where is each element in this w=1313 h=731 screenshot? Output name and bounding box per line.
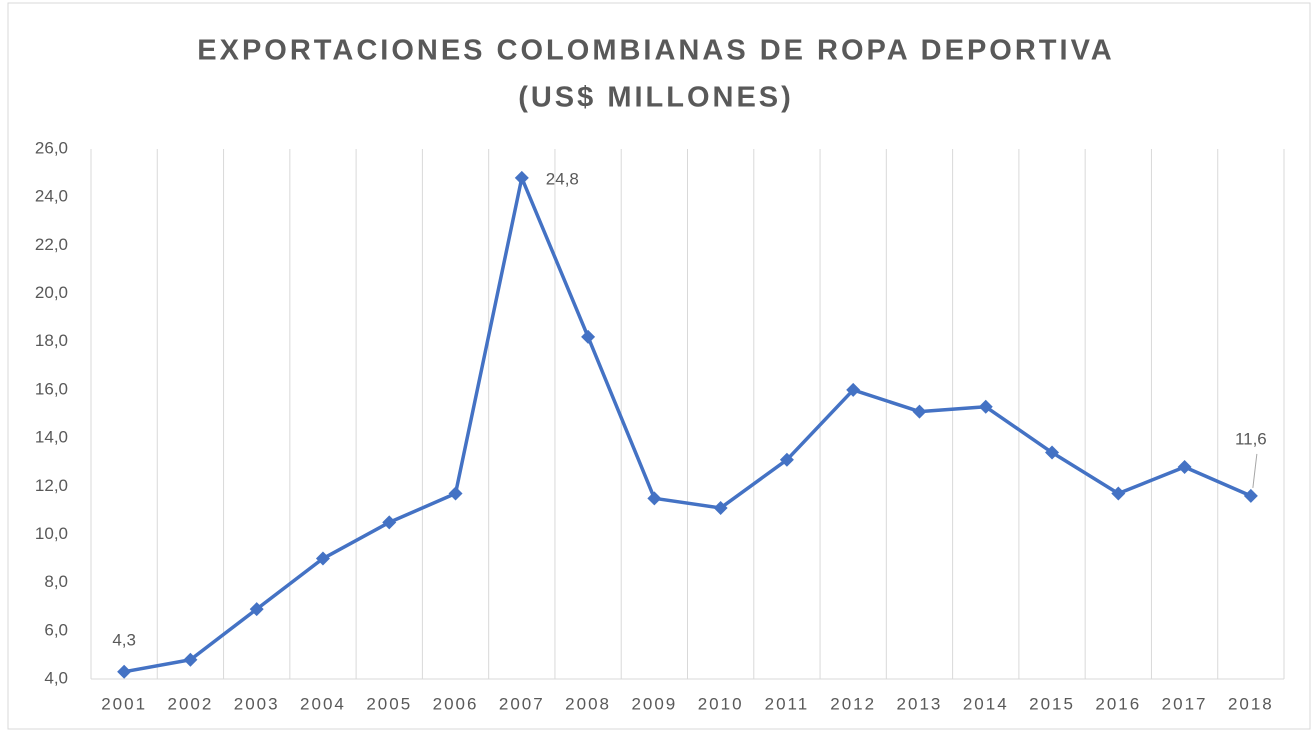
x-tick-label: 2018 <box>1228 694 1274 713</box>
marker <box>315 551 330 566</box>
y-tick-label: 18,0 <box>35 331 68 350</box>
x-tick-label: 2002 <box>168 694 214 713</box>
data-label: 24,8 <box>546 169 579 188</box>
marker <box>514 170 529 185</box>
marker <box>249 602 264 617</box>
x-tick-label: 2010 <box>698 694 744 713</box>
x-tick-label: 2005 <box>366 694 412 713</box>
marker <box>779 452 794 467</box>
marker <box>183 652 198 667</box>
data-label: 4,3 <box>112 630 136 649</box>
y-tick-label: 10,0 <box>35 524 68 543</box>
marker <box>1243 488 1258 503</box>
y-tick-label: 20,0 <box>35 283 68 302</box>
y-tick-label: 24,0 <box>35 187 68 206</box>
x-tick-label: 2006 <box>433 694 479 713</box>
x-tick-label: 2013 <box>897 694 943 713</box>
x-tick-label: 2016 <box>1095 694 1141 713</box>
x-tick-label: 2001 <box>101 694 147 713</box>
marker <box>1177 460 1192 474</box>
marker <box>912 404 927 419</box>
marker <box>117 664 132 679</box>
chart-border <box>7 2 1311 730</box>
x-tick-label: 2014 <box>963 694 1009 713</box>
x-tick-label: 2017 <box>1162 694 1208 713</box>
marker <box>448 486 463 501</box>
x-tick-label: 2009 <box>631 694 677 713</box>
y-tick-label: 6,0 <box>44 620 68 639</box>
x-tick-label: 2008 <box>565 694 611 713</box>
marker <box>1111 486 1126 501</box>
x-tick-label: 2003 <box>234 694 280 713</box>
x-tick-label: 2011 <box>765 694 810 713</box>
y-tick-label: 8,0 <box>44 572 68 591</box>
marker <box>1045 445 1060 460</box>
y-tick-label: 26,0 <box>35 138 68 157</box>
x-tick-label: 2012 <box>830 694 876 713</box>
marker <box>382 515 397 530</box>
marker <box>581 329 596 344</box>
marker <box>713 500 728 515</box>
marker <box>846 382 861 397</box>
y-tick-label: 16,0 <box>35 379 68 398</box>
chart-title: (US$ MILLONES) <box>518 82 794 114</box>
data-label: 11,6 <box>1235 429 1267 448</box>
y-tick-label: 4,0 <box>44 668 68 687</box>
leader-line <box>1252 453 1258 488</box>
line <box>123 176 1252 674</box>
x-tick-label: 2007 <box>499 694 545 713</box>
x-tick-label: 2004 <box>300 694 346 713</box>
marker <box>647 491 662 506</box>
x-tick-label: 2015 <box>1029 694 1075 713</box>
y-tick-label: 14,0 <box>35 428 68 447</box>
marker <box>978 399 993 414</box>
y-tick-label: 22,0 <box>35 235 68 254</box>
y-tick-label: 12,0 <box>35 476 68 495</box>
chart-title: EXPORTACIONES COLOMBIANAS DE ROPA DEPORT… <box>197 35 1114 67</box>
